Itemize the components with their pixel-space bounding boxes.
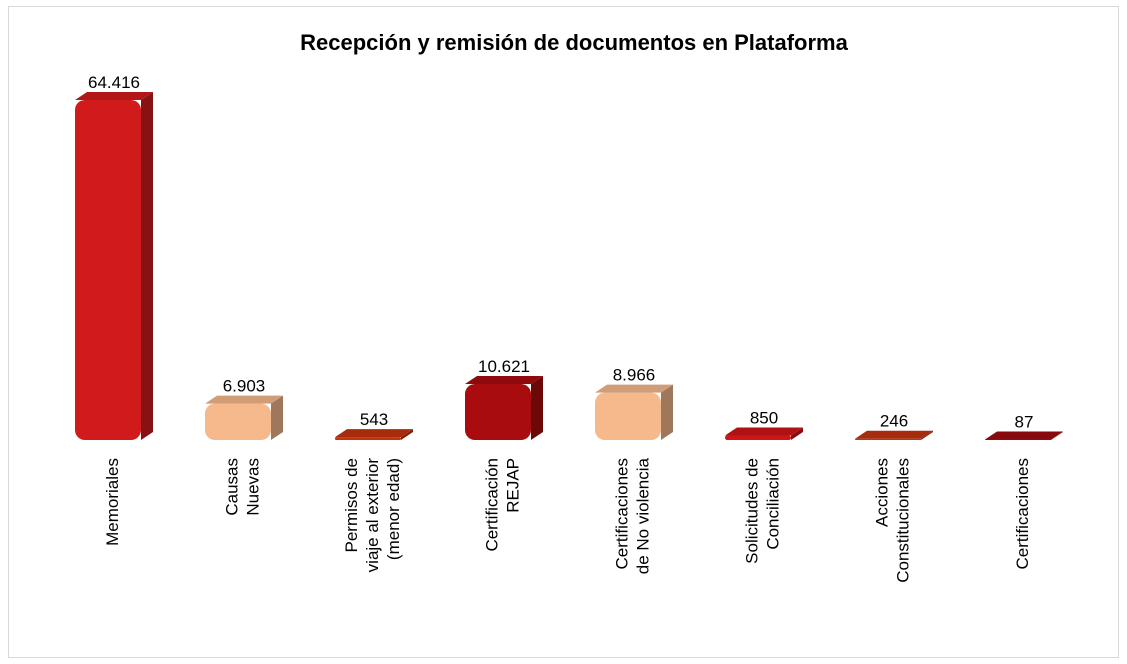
bar-side <box>141 92 153 440</box>
data-label: 6.903 <box>223 377 266 396</box>
x-tick-label: Solicitudes de Conciliación <box>743 458 783 564</box>
bar-front <box>205 403 271 440</box>
bar <box>855 430 933 440</box>
bar-side <box>791 427 803 440</box>
bar-top <box>855 430 933 439</box>
bar-top <box>595 384 673 393</box>
bar-top <box>335 429 413 438</box>
bar-side <box>401 429 413 440</box>
bar-side <box>531 375 543 440</box>
bar <box>725 427 803 440</box>
bar-front <box>725 435 791 440</box>
bar <box>75 92 153 440</box>
chart-frame <box>8 6 1119 658</box>
data-label: 10.621 <box>478 357 530 376</box>
data-label: 8.966 <box>613 366 656 385</box>
data-label: 850 <box>750 409 778 428</box>
x-tick-label: Certificaciones <box>1013 458 1032 570</box>
x-tick-label: Certificaciones de No violencia <box>613 457 653 574</box>
bar-front <box>595 392 661 440</box>
bar-top <box>205 395 283 404</box>
x-tick-label: Memoriales <box>103 458 122 546</box>
bar-front <box>465 383 531 440</box>
bar-side <box>1051 431 1063 440</box>
data-label: 543 <box>360 410 388 429</box>
bar <box>465 375 543 440</box>
bar <box>985 431 1063 441</box>
bar-top <box>985 431 1063 440</box>
bar-top <box>75 92 153 100</box>
bar-top <box>725 427 803 436</box>
bar <box>335 429 413 440</box>
data-label: 246 <box>880 412 908 431</box>
data-label: 87 <box>1015 413 1034 432</box>
bar-side <box>271 395 283 440</box>
chart-title: Recepción y remisión de documentos en Pl… <box>300 30 848 55</box>
x-tick-label: Permisos de viaje al exterior (menor edad) <box>342 458 403 573</box>
bar-side <box>661 384 673 440</box>
bar-front <box>335 437 401 440</box>
bar-side <box>921 430 933 440</box>
bar <box>205 395 283 440</box>
bar-front <box>985 439 1051 441</box>
bar <box>595 384 673 440</box>
x-tick-label: Certificación REJAP <box>483 458 523 552</box>
bar-front <box>75 100 141 440</box>
bar-front <box>855 438 921 440</box>
bar-top <box>465 375 543 384</box>
x-tick-label: Causas Nuevas <box>223 458 263 516</box>
x-tick-label: Acciones Constitucionales <box>873 458 913 583</box>
data-label: 64.416 <box>88 73 140 92</box>
